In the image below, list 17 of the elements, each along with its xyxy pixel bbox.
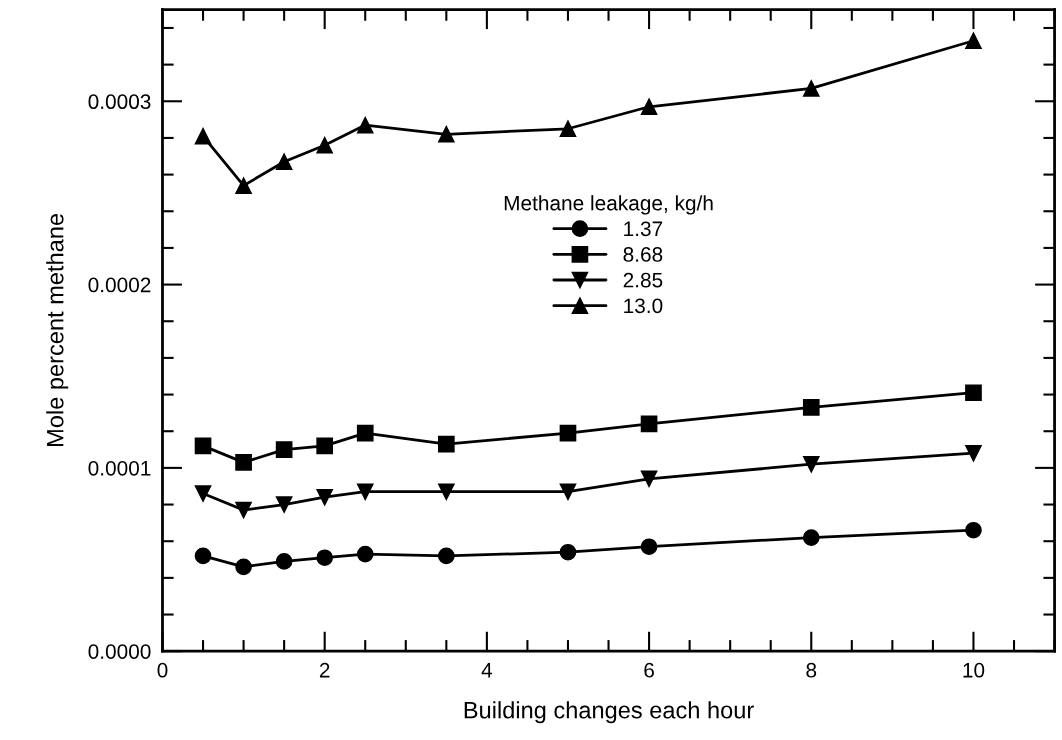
x-tick-label: 10 bbox=[963, 662, 985, 678]
x-tick-label: 0 bbox=[157, 662, 168, 678]
x-tick-label: 6 bbox=[644, 662, 654, 678]
x-tick-label: 4 bbox=[481, 663, 493, 678]
legend-label: 8.68 bbox=[623, 247, 663, 262]
legend-label: 2.85 bbox=[623, 272, 663, 288]
y-tick-label: 0.0001 bbox=[88, 460, 151, 476]
legend-label: 1.37 bbox=[624, 221, 663, 237]
y-tick-label: 0.0002 bbox=[88, 277, 151, 293]
y-axis-title: Mole percent methane bbox=[46, 213, 69, 446]
y-tick-label: 0.0003 bbox=[88, 94, 151, 110]
legend-label: 13.0 bbox=[624, 298, 663, 314]
legend-title: Methane leakage, kg/h bbox=[504, 195, 713, 215]
y-tick-label: 0.0000 bbox=[88, 644, 151, 659]
x-tick-label: 8 bbox=[806, 662, 817, 678]
x-tick-label: 2 bbox=[319, 662, 330, 678]
x-axis-title: Building changes each hour bbox=[464, 701, 754, 724]
